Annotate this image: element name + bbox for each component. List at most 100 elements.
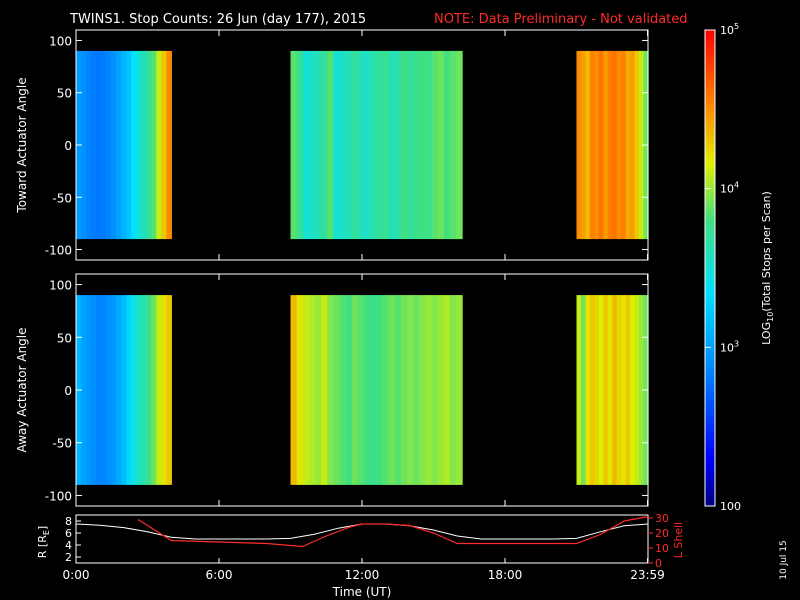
colorbar-tick-exponent: 3	[734, 339, 739, 348]
heatmap-cell	[296, 295, 304, 485]
heatmap-cell	[639, 295, 645, 485]
heatmap-cell	[136, 295, 142, 485]
heatmap-cell	[91, 50, 97, 240]
heatmap-cell	[406, 295, 414, 485]
y-tick-label: 100	[49, 34, 72, 48]
heatmap-cell	[630, 295, 636, 485]
heatmap-cell	[603, 50, 609, 240]
r-series-line	[75, 523, 649, 540]
heatmap-cell	[589, 295, 595, 485]
heatmap-cell	[625, 295, 631, 485]
heatmap-cell	[96, 295, 102, 485]
heatmap-cell	[106, 50, 112, 240]
heatmap-cell	[86, 295, 92, 485]
heatmap-cell	[81, 50, 87, 240]
heatmap-cell	[376, 50, 384, 240]
r-tick-label: 8	[65, 515, 72, 528]
colorbar-label: LOG10(Total Stops per Scan)	[760, 191, 775, 345]
heatmap-cell	[406, 50, 414, 240]
heatmap-cell	[400, 50, 408, 240]
heatmap-cell	[594, 295, 600, 485]
orbit-line-panel	[75, 515, 649, 548]
heatmap-cell	[111, 50, 117, 240]
x-tick-label: 23:59	[630, 568, 665, 582]
heatmap-cell	[321, 295, 328, 485]
y-tick-label: 0	[64, 384, 72, 398]
y-tick-label: 0	[64, 139, 72, 153]
heatmap-cell	[302, 295, 310, 485]
y-tick-label: -50	[52, 437, 72, 451]
r-tick-label: 6	[65, 527, 72, 540]
heatmap-cell	[431, 50, 439, 240]
y-tick-label: 100	[49, 279, 72, 293]
heatmap-cell	[101, 50, 107, 240]
heatmap-cell	[382, 295, 390, 485]
x-tick-label: 12:00	[345, 568, 380, 582]
heatmap-cell	[598, 295, 604, 485]
r-tick-label: 4	[65, 539, 72, 552]
generated-date: 10 Jul 15	[779, 540, 789, 580]
heatmap-cell	[364, 295, 371, 485]
heatmap-cell	[580, 50, 587, 240]
heatmap-cell	[419, 50, 426, 240]
toward-y-ticks: 100 50 0 -50 -100	[45, 30, 649, 260]
heatmap-cell	[630, 50, 636, 240]
heatmap-cell	[455, 295, 463, 485]
colorbar-tick-exponent: 5	[734, 22, 739, 31]
heatmap-cell	[131, 50, 137, 240]
heatmap-cell	[594, 50, 600, 240]
heatmap-cell	[388, 50, 396, 240]
heatmap-cell	[86, 50, 92, 240]
heatmap-cell	[585, 295, 591, 485]
heatmap-cell	[116, 295, 122, 485]
heatmap-cell	[101, 295, 107, 485]
x-tick-label: 6:00	[206, 568, 233, 582]
lshell-tick-label: 0	[655, 557, 662, 570]
heatmap-cell	[400, 295, 408, 485]
colorbar-tick-exponent: 4	[734, 181, 739, 190]
heatmap-cell	[126, 50, 132, 240]
heatmap-cell	[91, 295, 97, 485]
heatmap-cell	[449, 50, 457, 240]
heatmap-cell	[126, 295, 132, 485]
heatmap-cell	[443, 295, 451, 485]
heatmap-cell	[589, 50, 595, 240]
heatmap-cell	[364, 50, 371, 240]
away-y-ticks: 100 50 0 -50 -100	[45, 274, 649, 506]
heatmap-cell	[431, 295, 439, 485]
r-axis-label: R [RE]	[36, 526, 51, 558]
heatmap-cell	[345, 50, 353, 240]
heatmap-cell	[141, 295, 147, 485]
colorbar-tick-label: 100	[720, 500, 741, 513]
heatmap-cell	[576, 50, 582, 240]
heatmap-cell	[351, 50, 359, 240]
lshell-tick-label: 30	[655, 512, 669, 525]
heatmap-cell	[121, 50, 127, 240]
heatmap-cell	[419, 295, 426, 485]
heatmap-cell	[576, 295, 582, 485]
heatmap-cell	[425, 50, 433, 240]
heatmap-cell	[339, 50, 347, 240]
heatmap-cell	[370, 50, 377, 240]
heatmap-cell	[151, 50, 157, 240]
heatmap-cell	[161, 295, 167, 485]
heatmap-cell	[146, 50, 152, 240]
chart-title-note: NOTE: Data Preliminary - Not validated	[434, 12, 688, 27]
y-tick-label: -50	[52, 191, 72, 205]
heatmap-cell	[449, 295, 457, 485]
y-tick-label: -100	[45, 489, 72, 503]
heatmap-cell	[136, 50, 142, 240]
heatmap-cell	[357, 295, 365, 485]
heatmap-cell	[394, 295, 402, 485]
heatmap-cell	[621, 50, 627, 240]
chart-title: TWINS1. Stop Counts: 26 Jun (day 177), 2…	[69, 12, 366, 27]
heatmap-cell	[585, 50, 591, 240]
heatmap-cell	[111, 295, 117, 485]
heatmap-cell	[382, 50, 390, 240]
x-tick-label: 18:00	[488, 568, 523, 582]
lshell-tick-label: 20	[655, 527, 669, 540]
heatmap-cell	[131, 295, 137, 485]
heatmap-cell	[81, 295, 87, 485]
heatmap-cell	[634, 295, 640, 485]
